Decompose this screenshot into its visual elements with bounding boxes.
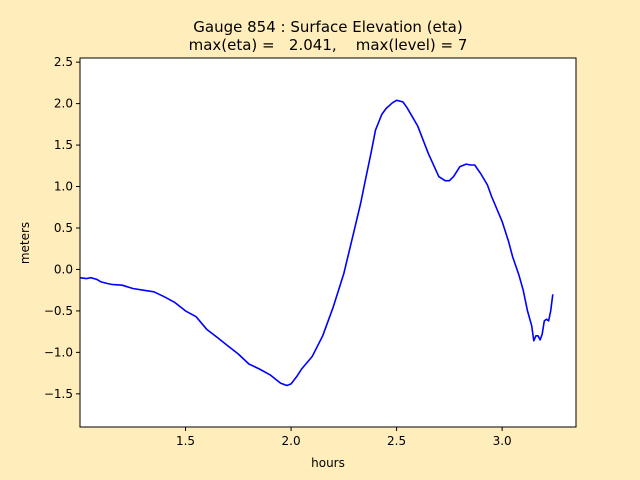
y-tick-label: 2.0 xyxy=(54,97,73,111)
plot-frame xyxy=(79,57,577,428)
y-tick-label: 1.5 xyxy=(54,138,73,152)
y-tick-label: 2.5 xyxy=(54,55,73,69)
y-axis-label: meters xyxy=(18,222,32,264)
y-tick-label: 0.5 xyxy=(54,221,73,235)
chart-title: Gauge 854 : Surface Elevation (eta) xyxy=(193,18,462,36)
chart-marks: 1.5 2.0 2.5 3.0 −1.5 −1.0 −0.5 0.0 0.5 1.0 1.5 2.0 2… xyxy=(44,55,554,448)
y-tick-label: −1.5 xyxy=(44,387,73,401)
series-line xyxy=(79,99,554,387)
y-tick-label: 0.0 xyxy=(54,262,73,276)
y-tick-label: 1.0 xyxy=(54,180,73,194)
plot-area xyxy=(80,58,576,427)
y-tick-label: −0.5 xyxy=(44,304,73,318)
x-tick-label: 3.0 xyxy=(493,434,512,448)
x-tick-label: 1.5 xyxy=(176,434,195,448)
chart-subtitle: max(eta) = 2.041, max(level) = 7 xyxy=(189,36,468,54)
y-tick-label: −1.0 xyxy=(44,345,73,359)
x-axis-label: hours xyxy=(311,456,345,470)
x-tick-label: 2.0 xyxy=(282,434,301,448)
x-tick-label: 2.5 xyxy=(387,434,406,448)
